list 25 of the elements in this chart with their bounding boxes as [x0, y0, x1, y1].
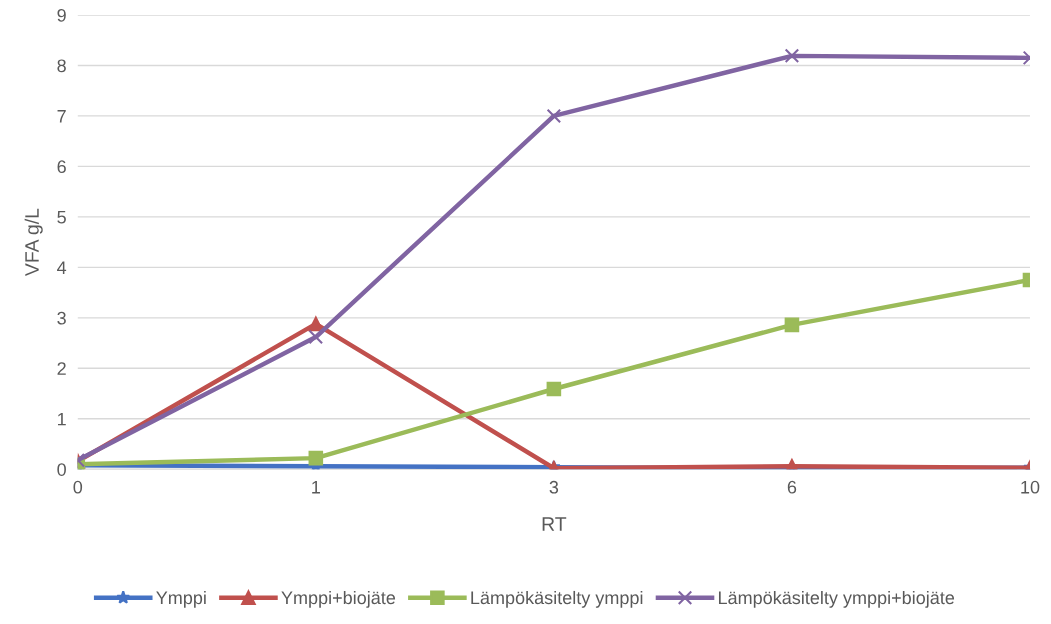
x-tick-label: 10 [1021, 480, 1040, 494]
x-tick-label: 0 [73, 480, 83, 494]
point [546, 108, 562, 124]
y-tick-label: 1 [58, 412, 66, 426]
y-tick-label: 2 [57, 362, 66, 375]
y-tick-label: 0 [57, 463, 66, 476]
x-tick-label: 6 [787, 480, 797, 494]
legend-label: Ymppi [156, 590, 206, 608]
x-tick-label: 1 [312, 481, 320, 494]
y-tick-label: 5 [57, 211, 66, 224]
y-tick-label: 7 [57, 110, 66, 123]
x-tick-label: 3 [549, 480, 559, 494]
y-tick-label: 9 [57, 8, 66, 22]
y-tick-label: 3 [57, 311, 66, 325]
point [308, 329, 324, 345]
y-tick-label: 8 [57, 59, 66, 73]
x-axis-title: RT [542, 517, 567, 531]
legend-label: Lämpökäsitelty ymppi [471, 590, 643, 608]
point [308, 450, 324, 466]
y-axis-title: VFA g/L [24, 208, 43, 277]
legend-label: Ymppi+biojäte [281, 590, 396, 608]
legend-label: Lämpökäsitelty ymppi+biojäte [718, 590, 955, 608]
y-tick-label: 6 [57, 160, 66, 174]
point [546, 381, 562, 397]
y-tick-label: 4 [57, 261, 67, 274]
